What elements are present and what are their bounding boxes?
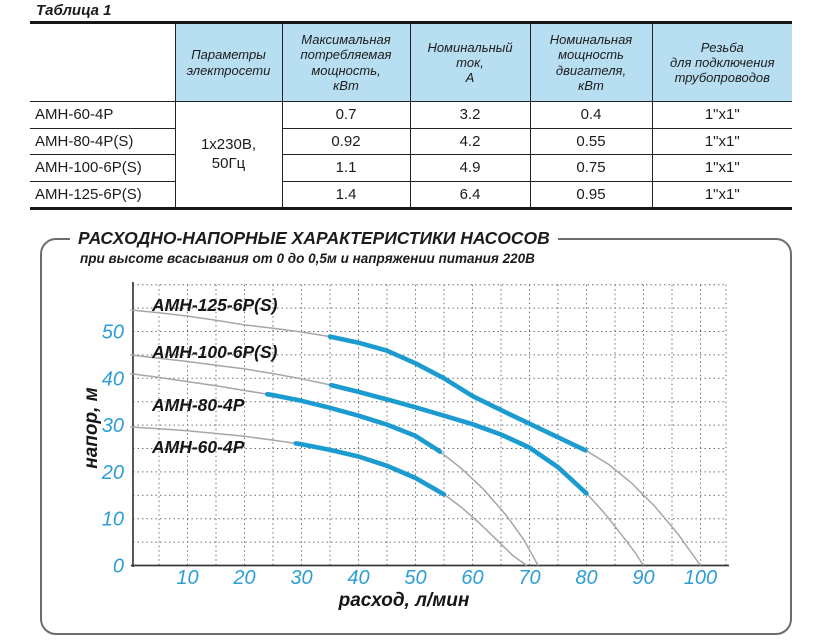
cell-max-power: 1.4 [281,180,411,209]
cell-max-power: 0.7 [281,101,411,129]
cell-motor-power: 0.95 [529,180,653,209]
x-tick-label: 40 [347,567,369,589]
cell-current: 4.9 [409,154,531,182]
cell-thread: 1"х1" [651,101,792,129]
curve-label: АМН-100-6Р(S) [151,342,278,362]
header-row: Параметры электросети Максимальная потре… [30,22,792,102]
x-tick-label: 50 [404,567,426,589]
x-tick-label: 30 [290,567,312,589]
cell-model: АМН-80-4Р(S) [30,127,176,155]
x-tick-label: 20 [232,567,255,589]
cell-thread: 1"х1" [651,127,792,155]
pump-spec-table: Параметры электросети Максимальная потре… [30,21,792,210]
y-tick-label: 50 [102,322,124,344]
cell-current: 6.4 [409,180,531,209]
x-tick-label: 70 [518,567,540,589]
col-header-motor-power: Номинальная мощность двигателя, кВт [529,22,653,102]
cell-current: 4.2 [409,127,531,155]
x-tick-label: 80 [575,567,597,589]
x-tick-label: 90 [632,567,654,589]
cell-model: АМН-125-6Р(S) [30,180,176,209]
curve-highlight-АМН-60-4Р [293,441,447,497]
cell-power-supply: 1х230В, 50Гц [174,101,283,209]
cell-max-power: 1.1 [281,154,411,182]
cell-max-power: 0.92 [281,127,411,155]
x-tick-label: 60 [461,567,483,589]
table-row: АМН-60-4Р 1х230В, 50Гц 0.7 3.2 0.4 1"х1" [30,101,792,209]
curve-label: АМН-60-4Р [151,437,245,457]
cell-model: АМН-60-4Р [30,101,176,129]
x-axis-title: расход, л/мин [338,590,470,611]
cell-current: 3.2 [409,101,531,129]
col-header-max-power: Максимальная потребляемая мощность, кВт [281,22,411,102]
cell-thread: 1"х1" [651,154,792,182]
curve-highlight-АМН-100-6Р(S) [328,382,589,496]
table-row: АМН-100-6Р(S) 1.1 4.9 0.75 1"х1" [30,154,792,182]
cell-model: АМН-100-6Р(S) [30,154,176,182]
y-tick-label: 40 [102,368,124,390]
y-axis-title: напор, м [81,387,102,468]
col-header-power-supply: Параметры электросети [174,22,283,102]
col-header-model [30,22,176,102]
curve-label: АМН-80-4Р [151,395,245,415]
curve-highlight-АМН-125-6Р(S) [327,334,588,453]
x-tick-label: 10 [176,567,198,589]
curve-label: АМН-125-6Р(S) [151,295,278,315]
col-header-current: Номинальный ток, А [409,22,531,102]
cell-motor-power: 0.55 [529,127,653,155]
y-tick-label: 20 [101,462,124,484]
cell-motor-power: 0.75 [529,154,653,182]
table-caption: Таблица 1 [36,2,112,19]
chart-title: РАСХОДНО-НАПОРНЫЕ ХАРАКТЕРИСТИКИ НАСОСОВ [70,228,558,249]
table-row: АМН-80-4Р(S) 0.92 4.2 0.55 1"х1" [30,127,792,155]
curve-highlight-АМН-80-4Р [265,391,443,454]
cell-motor-power: 0.4 [529,101,653,129]
chart-subtitle: при высоте всасывания от 0 до 0,5м и нап… [80,251,535,266]
table-row: АМН-125-6Р(S) 1.4 6.4 0.95 1"х1" [30,180,792,209]
y-tick-label: 30 [102,415,124,437]
y-tick-label: 0 [113,556,124,578]
cell-thread: 1"х1" [651,180,792,209]
pump-curves-plot: 0 10 20 30 40 50 10 20 30 40 50 60 70 80 90 100 напор, м… [81,282,729,611]
x-tick-label: 100 [684,567,717,589]
col-header-thread: Резьба для подключения трубопроводов [651,22,792,102]
y-tick-label: 10 [102,509,124,531]
